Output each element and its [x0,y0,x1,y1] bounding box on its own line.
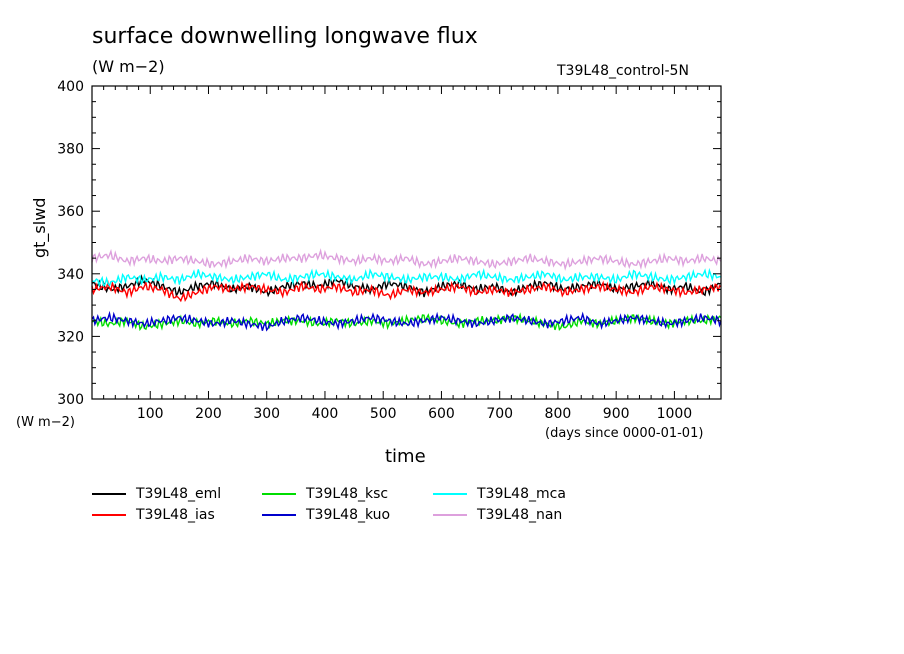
legend-swatch [433,493,467,495]
y-tick-label: 320 [57,329,84,345]
legend-label: T39L48_eml [136,486,222,502]
x-tick-label: 200 [195,406,222,422]
legend-swatch [92,493,126,495]
chart-title: surface downwelling longwave flux [92,24,478,49]
legend-label: T39L48_nan [477,507,563,523]
legend-swatch [262,493,296,495]
series-line-T39L48_nan [91,248,722,271]
plot-frame [91,85,722,400]
legend-label: T39L48_ias [136,507,215,523]
x-tick-label: 300 [253,406,280,422]
chart-subtitle-units: (W m−2) [92,57,165,76]
series-line-T39L48_ias [91,280,722,303]
x-tick-label: 500 [370,406,397,422]
x-tick-label: 600 [428,406,455,422]
legend-label: T39L48_kuo [306,507,391,523]
legend-label: T39L48_mca [477,486,566,502]
y-tick-label: 340 [57,267,84,283]
legend-swatch [433,514,467,516]
legend-item-T39L48_kuo: T39L48_kuo [262,507,390,523]
series-line-T39L48_mca [91,267,722,288]
x-origin-label: (days since 0000-01-01) [545,426,704,441]
y-tick-label: 300 [57,392,84,408]
series-line-T39L48_kuo [91,310,722,332]
legend-swatch [92,514,126,516]
x-axis-label: time [385,446,426,467]
y-tick-label: 400 [57,79,84,95]
y-tick-label: 360 [57,204,84,220]
x-tick-label: 400 [312,406,339,422]
y-tick-label: 380 [57,142,84,158]
legend-item-T39L48_ias: T39L48_ias [92,507,215,523]
legend-item-T39L48_mca: T39L48_mca [433,486,566,502]
legend-item-T39L48_nan: T39L48_nan [433,507,562,523]
x-tick-label: 1000 [657,406,693,422]
legend-swatch [262,514,296,516]
legend-label: T39L48_ksc [306,486,389,502]
y-units-label: (W m−2) [16,415,75,430]
run-label: T39L48_control-5N [557,63,689,79]
x-tick-label: 800 [545,406,572,422]
x-tick-label: 100 [137,406,164,422]
series-line-T39L48_eml [91,273,722,298]
x-tick-label: 700 [486,406,513,422]
series-line-T39L48_ksc [91,312,722,332]
x-tick-label: 900 [603,406,630,422]
legend-item-T39L48_eml: T39L48_eml [92,486,221,502]
legend-item-T39L48_ksc: T39L48_ksc [262,486,388,502]
